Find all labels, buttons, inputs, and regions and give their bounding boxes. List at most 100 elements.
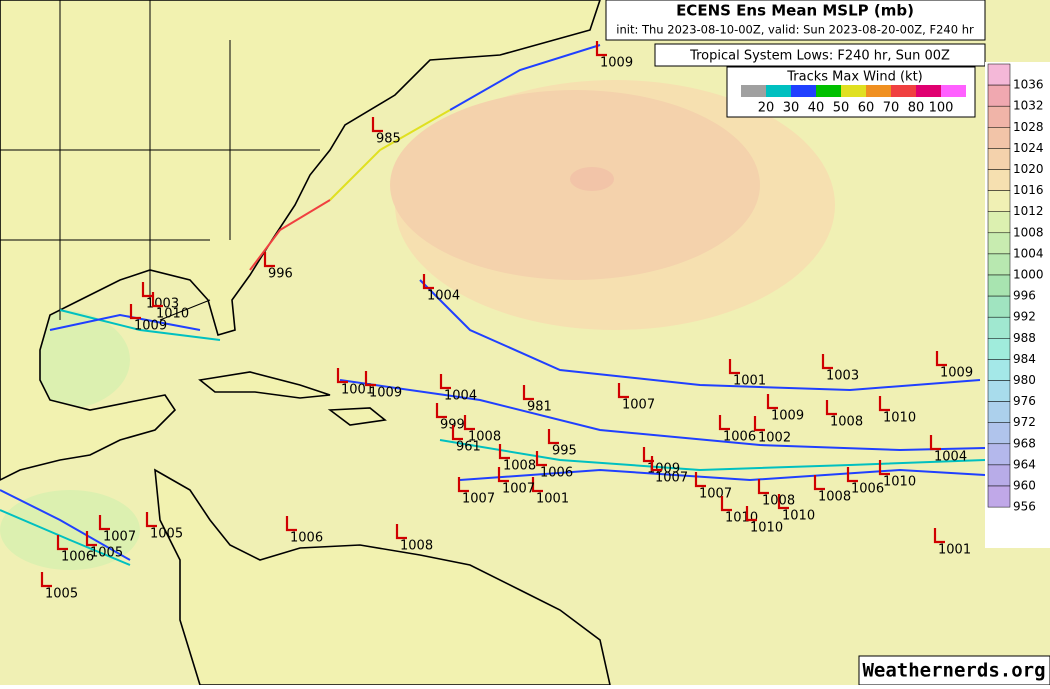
wind-label: 60: [858, 101, 875, 116]
track: [439, 439, 986, 472]
low-marker: [463, 415, 475, 431]
low-marker: [56, 535, 68, 551]
low-pressure: 1010: [883, 411, 916, 426]
colorbar-label: 984: [1013, 352, 1036, 366]
low-pressure: 1006: [723, 430, 756, 445]
low-marker: [422, 274, 434, 290]
low-marker: [439, 374, 451, 390]
low-pressure: 1005: [150, 527, 183, 542]
low-pressure: 1002: [758, 431, 791, 446]
low-marker: [766, 394, 778, 410]
low-marker: [85, 531, 97, 547]
wind-label: 30: [783, 101, 800, 116]
low-pressure: 1001: [733, 374, 766, 389]
wind-swatch: [816, 85, 841, 97]
low-marker: [498, 444, 510, 460]
colorbar-label: 988: [1013, 331, 1036, 345]
low-pressure: 1003: [146, 297, 179, 312]
wind-swatch: [866, 85, 891, 97]
lows-box: [654, 43, 986, 67]
coastlines: [0, 0, 611, 686]
wind-label: 100: [929, 101, 954, 116]
low-pressure: 985: [376, 132, 401, 147]
colorbar-cell: [987, 127, 1011, 149]
low-marker: [129, 304, 141, 320]
wind-label: 80: [908, 101, 925, 116]
colorbar-cell: [987, 84, 1011, 107]
colorbar-cell: [987, 422, 1011, 445]
wind-label: 40: [808, 101, 825, 116]
colorbar-label: 992: [1013, 310, 1036, 324]
low-marker: [151, 292, 163, 308]
state-borders: [0, 0, 320, 321]
low-marker: [98, 515, 110, 531]
colorbar-cell: [987, 274, 1011, 297]
low-pressure: 1001: [938, 543, 971, 558]
low-pressure: 961: [456, 440, 481, 455]
low-marker: [435, 403, 447, 419]
low-pressure: 1009: [600, 56, 633, 71]
low-marker: [522, 385, 534, 401]
low-pressure: 1008: [503, 459, 536, 474]
low-marker: [451, 425, 463, 441]
low-marker: [694, 472, 706, 488]
wind-legend-title: Tracks Max Wind (kt): [786, 70, 923, 85]
low-pressure: 1008: [818, 490, 851, 505]
colorbar-label: 1036: [1013, 78, 1044, 92]
low-marker: [642, 447, 654, 463]
low-pressure: 1008: [830, 415, 863, 430]
colorbar-label: 1032: [1013, 99, 1044, 113]
track: [49, 313, 201, 331]
low-marker: [371, 117, 383, 133]
colorbar-cell: [987, 316, 1011, 339]
colorbar-label: 1016: [1013, 183, 1044, 197]
wind-label: 50: [833, 101, 850, 116]
wind-swatch: [791, 85, 816, 97]
colorbar-cell: [987, 295, 1011, 318]
low-marker: [846, 467, 858, 483]
low-pressure: 1008: [468, 430, 501, 445]
title: ECENS Ens Mean MSLP (mb): [676, 2, 914, 20]
colorbar-cell: [987, 169, 1011, 191]
wind-swatch: [766, 85, 791, 97]
low-marker: [935, 351, 947, 367]
track: [329, 109, 451, 201]
low-marker: [878, 460, 890, 476]
track: [449, 44, 601, 111]
low-marker: [753, 416, 765, 432]
low-marker: [650, 456, 662, 472]
colorbar-cell: [987, 253, 1011, 276]
colorbar-label: 960: [1013, 479, 1036, 493]
wind-label: 70: [883, 101, 900, 116]
track: [59, 309, 221, 341]
colorbar-cell: [987, 211, 1011, 234]
low-pressure: 1006: [290, 531, 323, 546]
low-marker: [825, 400, 837, 416]
low-marker: [821, 354, 833, 370]
wind-swatch: [891, 85, 916, 97]
colorbar-label: 1004: [1013, 246, 1044, 260]
low-pressure: 1001: [536, 492, 569, 507]
colorbar: 1036 1032 1028 1024 1020 1016 1012 1008 1004 1000…: [987, 63, 1044, 514]
low-pressure: 1009: [771, 409, 804, 424]
colorbar-label: 976: [1013, 394, 1036, 408]
low-pressure: 981: [527, 400, 552, 415]
low-pressure: 1010: [750, 521, 783, 536]
colorbar-cell: [987, 105, 1011, 128]
colorbar-cell: [987, 359, 1011, 381]
low-pressure: 1006: [61, 550, 94, 565]
colorbar-cell: [987, 148, 1011, 170]
low-pressure: 1008: [400, 539, 433, 554]
header-box: [605, 0, 986, 41]
low-pressure: 1009: [940, 366, 973, 381]
low-pressure: 1007: [462, 492, 495, 507]
colorbar-label: 972: [1013, 415, 1036, 429]
low-pressure: 1010: [883, 475, 916, 490]
lows-label: Tropical System Lows: F240 hr, Sun 00Z: [689, 49, 950, 64]
wind-swatch: [741, 85, 766, 97]
low-pressure: 1010: [156, 307, 189, 322]
low-pressure: 1004: [934, 450, 967, 465]
low-marker: [718, 415, 730, 431]
low-pressure: 1003: [826, 369, 859, 384]
